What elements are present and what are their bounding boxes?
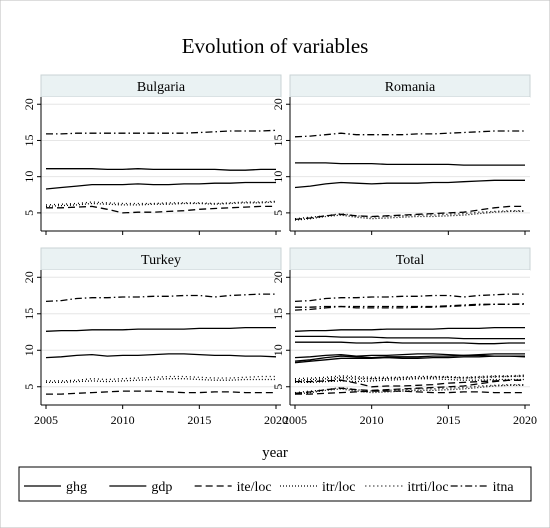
y-tick-label: 5 <box>22 210 36 216</box>
panel-title: Turkey <box>141 253 181 268</box>
y-tick-label: 20 <box>271 271 285 283</box>
legend-label-itrti: itrti/loc <box>407 480 448 495</box>
series-line-itrti <box>294 210 525 220</box>
series-line-gdp <box>294 355 525 364</box>
x-tick-label: 2005 <box>34 413 58 427</box>
chart-title: Evolution of variables <box>182 34 369 58</box>
y-tick-label: 10 <box>271 171 285 183</box>
series-line-ite <box>294 205 525 221</box>
series-line-itrti <box>294 383 525 394</box>
panel-total: Total 5 10 15 20 2005 2010 2015 2020 <box>271 247 537 427</box>
y-tick-label: 5 <box>271 210 285 216</box>
panel-bulgaria: Bulgaria 5 10 15 20 <box>22 74 282 235</box>
series-line-gdp <box>45 353 277 359</box>
y-tick-label: 15 <box>271 308 285 320</box>
series-line-itr <box>294 210 525 221</box>
y-tick-label: 20 <box>271 98 285 110</box>
panel-title: Bulgaria <box>137 80 186 95</box>
series-line-ghg <box>295 162 525 166</box>
x-axis-label: year <box>262 445 288 461</box>
series-line-gdp <box>294 353 526 359</box>
legend-label-itna: itna <box>493 480 515 495</box>
y-tick-label: 20 <box>22 98 36 110</box>
series-line-ghg <box>294 326 525 332</box>
panels-container: Bulgaria 5 10 15 20 Romania 5 10 15 20 Turkey 5 10 15… <box>22 74 537 427</box>
x-tick-label: 2015 <box>436 413 460 427</box>
x-tick-label: 2010 <box>360 413 384 427</box>
x-tick-label: 2015 <box>187 413 211 427</box>
panel-title: Total <box>396 253 425 268</box>
x-tick-label: 2005 <box>283 413 307 427</box>
series-line-itna <box>46 129 277 135</box>
y-tick-label: 5 <box>22 384 36 390</box>
y-tick-label: 5 <box>271 384 285 390</box>
y-tick-label: 15 <box>22 134 36 146</box>
series-line-ghg <box>46 168 276 171</box>
x-tick-label: 2010 <box>111 413 135 427</box>
series-line-ite <box>294 379 525 394</box>
legend: ghg gdp ite/loc itr/loc itrti/loc itna <box>24 480 514 495</box>
series-line-ite <box>46 390 276 395</box>
legend-label-gdp: gdp <box>151 480 172 495</box>
series-line-ite <box>46 205 276 214</box>
y-tick-label: 10 <box>22 344 36 356</box>
y-tick-label: 15 <box>271 134 285 146</box>
series-line-itna <box>294 130 525 138</box>
series-line-itr <box>294 384 525 395</box>
plot-area <box>41 97 281 231</box>
series-line-ghg <box>45 326 276 332</box>
y-tick-label: 10 <box>22 171 36 183</box>
legend-label-itr: itr/loc <box>322 480 355 495</box>
series-line-ghg <box>295 341 525 345</box>
y-tick-label: 20 <box>22 271 36 283</box>
y-tick-label: 10 <box>271 344 285 356</box>
series-line-gdp <box>45 181 276 190</box>
legend-label-ghg: ghg <box>66 480 87 495</box>
series-line-itna <box>294 303 525 311</box>
series-line-itna <box>294 293 525 303</box>
series-line-ite <box>295 390 525 395</box>
y-tick-label: 15 <box>22 308 36 320</box>
x-tick-label: 2020 <box>513 413 537 427</box>
plot-area <box>41 270 281 405</box>
legend-label-ite: ite/loc <box>237 480 272 495</box>
panel-title: Romania <box>385 80 436 95</box>
series-line-itna <box>45 293 276 303</box>
panel-romania: Romania 5 10 15 20 <box>271 74 531 235</box>
x-tick-label: 2020 <box>264 413 288 427</box>
series-line-ghg <box>295 335 525 340</box>
series-line-ite <box>295 379 525 388</box>
legend-box <box>18 466 532 502</box>
series-line-gdp <box>294 353 525 362</box>
series-line-gdp <box>294 179 525 189</box>
